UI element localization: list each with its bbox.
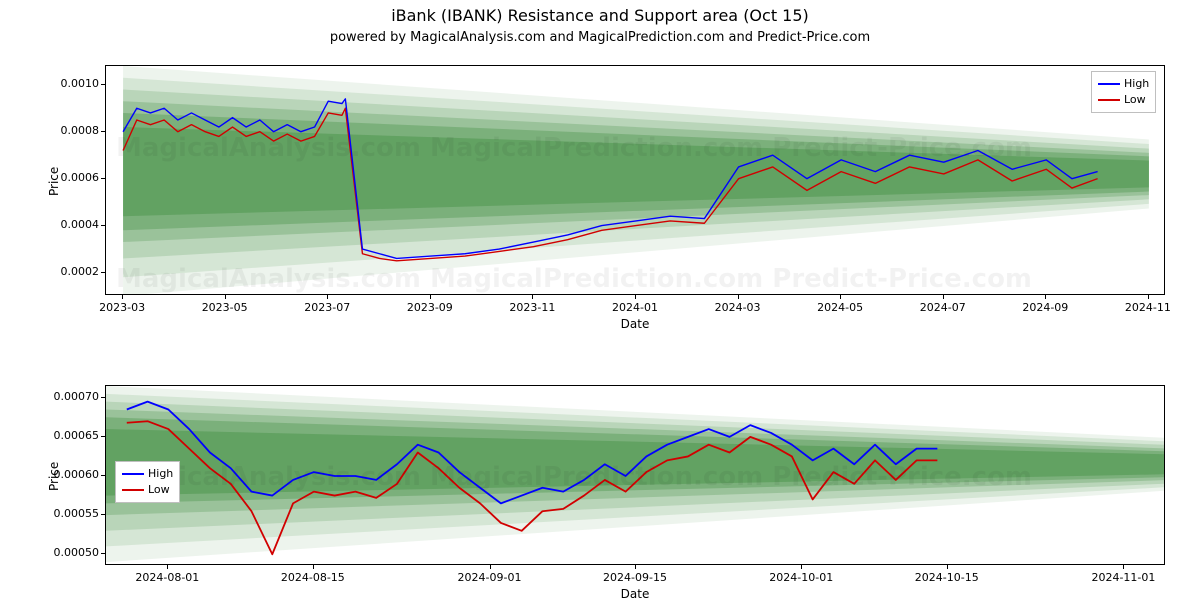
x-tick-label: 2024-09 [1010,301,1080,314]
legend-item: Low [1098,92,1149,108]
x-tick-label: 2023-03 [87,301,157,314]
chart2-legend: High Low [115,461,180,503]
x-tick-label: 2023-07 [292,301,362,314]
y-tick-label: 0.00055 [54,507,100,520]
chart-subtitle: powered by MagicalAnalysis.com and Magic… [0,30,1200,45]
y-tick-label: 0.00060 [54,468,100,481]
chart1-x-axis-label: Date [105,317,1165,331]
y-tick-label: 0.00070 [54,390,100,403]
legend-item-label: Low [148,483,170,496]
legend-item: Low [122,482,173,498]
legend-item: High [122,466,173,482]
x-tick-label: 2024-10-01 [766,571,836,584]
chart1-plot-area: MagicalAnalysis.com MagicalPrediction.co… [105,65,1165,295]
x-tick-label: 2023-09 [395,301,465,314]
x-tick-label: 2023-05 [190,301,260,314]
y-tick-label: 0.00065 [54,429,100,442]
chart1-y-axis-label: Price [47,167,61,196]
chart2-x-axis-label: Date [105,587,1165,601]
y-tick-label: 0.0010 [61,77,100,90]
x-tick-label: 2024-07 [908,301,978,314]
legend-item-label: Low [1124,93,1146,106]
y-tick-label: 0.0002 [61,265,100,278]
x-tick-label: 2024-11-01 [1088,571,1158,584]
legend-item-label: High [148,467,173,480]
legend-item-label: High [1124,77,1149,90]
legend-line-swatch [1098,99,1120,101]
chart-title: iBank (IBANK) Resistance and Support are… [0,6,1200,25]
y-tick-label: 0.0006 [61,171,100,184]
chart2-plot-area: MagicalAnalysis.com MagicalPrediction.co… [105,385,1165,565]
x-tick-label: 2024-08-15 [278,571,348,584]
x-tick-label: 2024-09-01 [455,571,525,584]
x-tick-label: 2024-05 [805,301,875,314]
x-tick-label: 2024-01 [600,301,670,314]
x-tick-label: 2024-11 [1113,301,1183,314]
x-tick-label: 2024-03 [703,301,773,314]
x-tick-label: 2024-10-15 [912,571,982,584]
x-tick-label: 2023-11 [497,301,567,314]
y-tick-label: 0.0004 [61,218,100,231]
x-tick-label: 2024-09-15 [600,571,670,584]
y-tick-label: 0.0008 [61,124,100,137]
y-tick-label: 0.00050 [54,546,100,559]
legend-line-swatch [122,489,144,491]
legend-item: High [1098,76,1149,92]
legend-line-swatch [1098,83,1120,85]
legend-line-swatch [122,473,144,475]
x-tick-label: 2024-08-01 [132,571,202,584]
chart1-legend: High Low [1091,71,1156,113]
